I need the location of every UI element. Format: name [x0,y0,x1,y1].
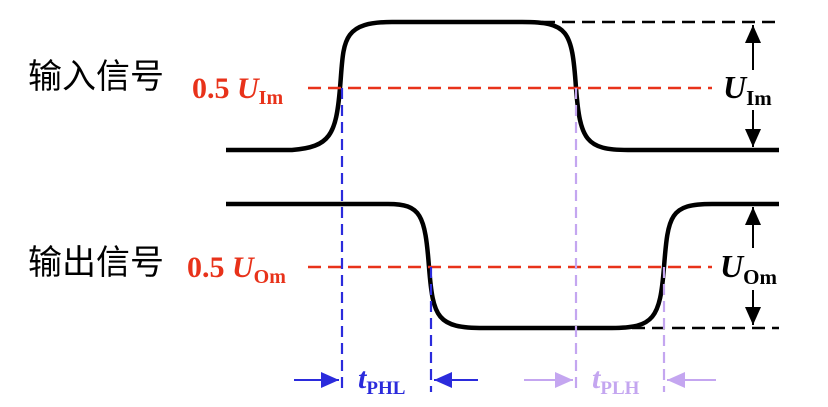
input-amplitude-label: UIm [723,69,772,110]
output-signal-label: 输出信号 [28,243,164,283]
input-waveform [226,19,779,153]
t-plh-label: tPLH [592,362,640,399]
output-half-level-label: 0.5 UOm [187,251,286,288]
input-signal-label: 输入信号 [28,57,164,97]
output-amplitude-label: UOm [720,248,777,289]
t-phl-label: tPHL [358,362,405,399]
input-half-level-label: 0.5 UIm [192,72,283,109]
